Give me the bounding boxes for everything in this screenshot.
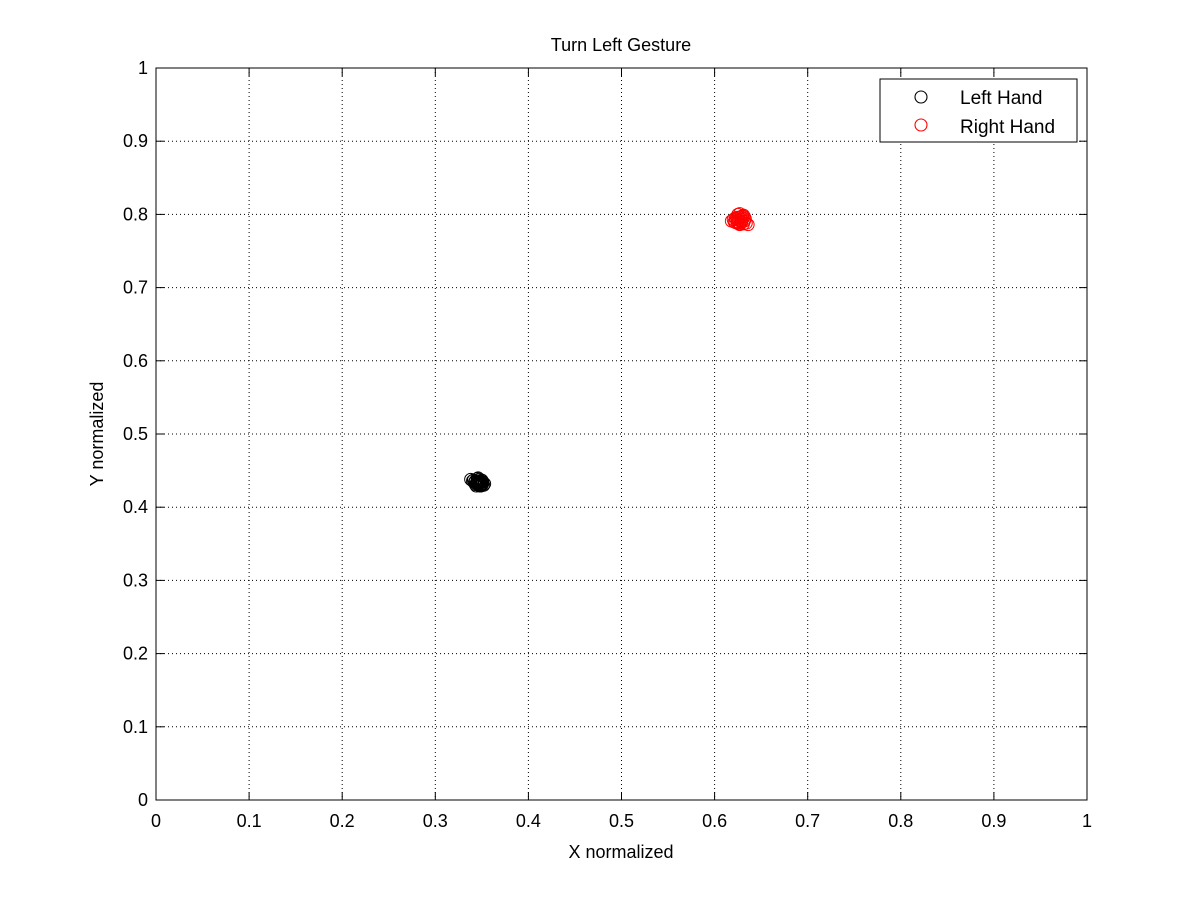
y-tick-label: 0.1 <box>123 717 148 737</box>
y-tick-label: 0.5 <box>123 424 148 444</box>
x-tick-label: 0.6 <box>702 811 727 831</box>
y-tick-label: 0.3 <box>123 570 148 590</box>
x-tick-label: 1 <box>1082 811 1092 831</box>
x-axis-label: X normalized <box>568 842 673 862</box>
x-tick-label: 0.5 <box>609 811 634 831</box>
y-tick-label: 0.6 <box>123 351 148 371</box>
x-tick-label: 0.1 <box>237 811 262 831</box>
series-1 <box>724 207 755 232</box>
y-tick-labels: 0 0.1 0.2 0.3 0.4 0.5 0.6 0.7 0.8 0.9 1 <box>123 58 148 810</box>
data-point <box>735 215 749 229</box>
data-point <box>470 474 484 488</box>
x-tick-labels: 0 0.1 0.2 0.3 0.4 0.5 0.6 0.7 0.8 0.9 1 <box>151 811 1092 831</box>
chart-title: Turn Left Gesture <box>551 35 691 55</box>
data-point <box>737 210 751 224</box>
legend: Left Hand Right Hand <box>879 78 1078 143</box>
y-tick-label: 0.9 <box>123 131 148 151</box>
y-tick-label: 0.7 <box>123 278 148 298</box>
data-point <box>728 211 742 225</box>
y-axis-label: Y normalized <box>87 382 107 487</box>
series-0 <box>464 471 492 493</box>
data-point <box>731 213 745 227</box>
axis-ticks <box>155 67 1088 801</box>
legend-box <box>879 78 1078 143</box>
x-tick-label: 0.7 <box>795 811 820 831</box>
legend-label-right-hand: Right Hand <box>960 117 1055 138</box>
plot-area-background <box>156 68 1087 800</box>
y-tick-label: 0.8 <box>123 204 148 224</box>
legend-label-left-hand: Left Hand <box>960 88 1042 109</box>
x-tick-label: 0 <box>151 811 161 831</box>
x-tick-label: 0.8 <box>888 811 913 831</box>
y-tick-label: 1 <box>138 58 148 78</box>
y-tick-label: 0.4 <box>123 497 148 517</box>
legend-marker-right-hand <box>914 118 928 132</box>
x-tick-label: 0.9 <box>981 811 1006 831</box>
x-tick-label: 0.2 <box>330 811 355 831</box>
x-tick-label: 0.4 <box>516 811 541 831</box>
x-tick-label: 0.3 <box>423 811 448 831</box>
data-point <box>475 473 489 487</box>
y-tick-label: 0.2 <box>123 644 148 664</box>
data-markers <box>464 207 755 493</box>
legend-marker-left-hand <box>914 90 928 104</box>
y-tick-label: 0 <box>138 790 148 810</box>
